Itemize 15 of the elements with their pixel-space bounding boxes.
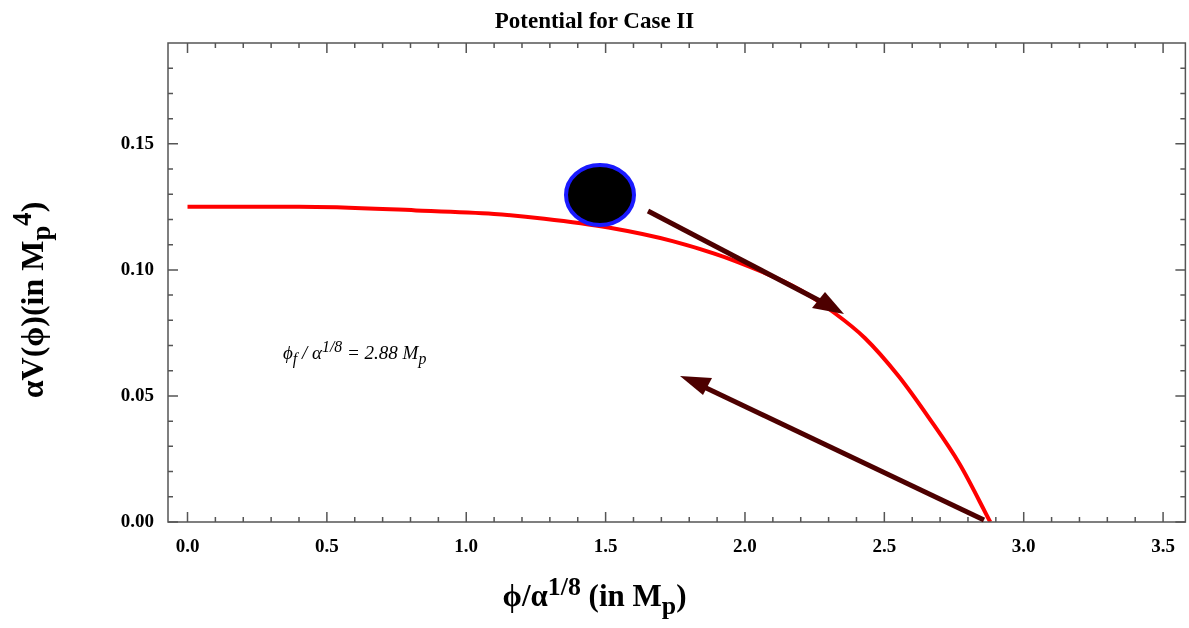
x-axis-title: ϕ/α$^{1/8}$ (in M$_{p}$) xyxy=(501,571,688,622)
y-tick-label: 0.15 xyxy=(120,131,154,153)
y-tick-label: 0.00 xyxy=(120,509,154,531)
chart-title: Potential for Case II xyxy=(493,8,696,34)
x-tick-label: 0.5 xyxy=(315,535,339,557)
x-tick-label: 3.0 xyxy=(1011,535,1036,557)
x-tick-label: 1.5 xyxy=(593,535,618,557)
y-tick-label: 0.05 xyxy=(120,383,154,405)
x-tick-label: 2.0 xyxy=(733,535,757,557)
x-tick-label: 3.5 xyxy=(1151,535,1175,557)
x-tick-label: 2.5 xyxy=(872,535,897,557)
x-tick-label: 0.0 xyxy=(175,535,200,557)
y-tick-label: 0.10 xyxy=(120,257,154,279)
annotation: ϕ$_{f}$ / α$^{1/8}$ = 2.88 M$_{p}$ xyxy=(283,338,427,369)
x-tick-label: 1.0 xyxy=(454,535,479,557)
